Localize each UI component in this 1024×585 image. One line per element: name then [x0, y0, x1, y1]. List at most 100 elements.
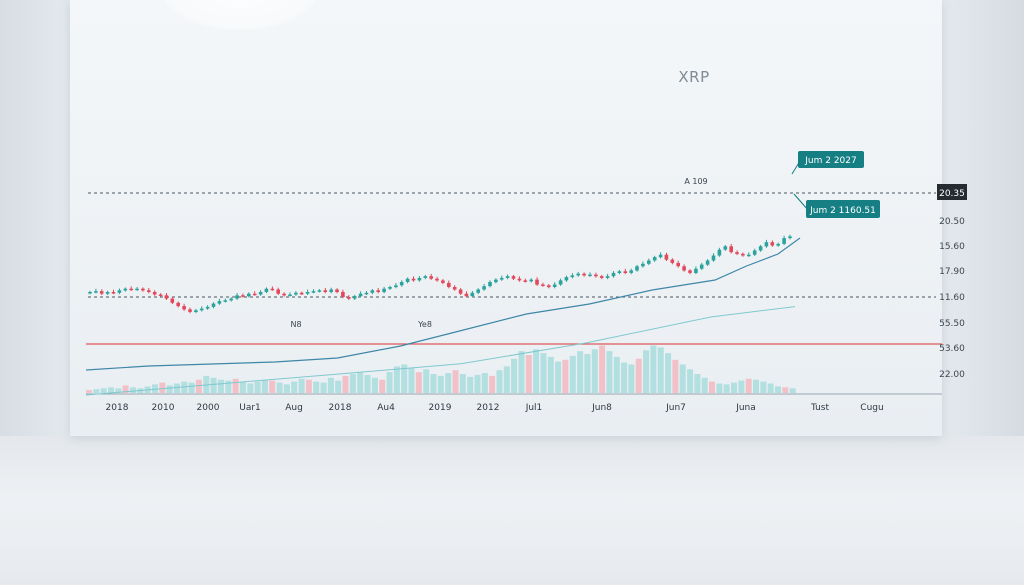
candle-body: [711, 255, 716, 261]
candle-body: [111, 292, 116, 294]
volume-bar: [261, 379, 268, 393]
volume-bar: [166, 385, 173, 393]
volume-bar: [188, 382, 195, 393]
volume-bar: [247, 383, 254, 393]
volume-bar: [525, 355, 532, 393]
y-axis-ticks: 20.35 20.50 15.60 17.90 11.60 55.50 53.6…: [937, 184, 967, 380]
y-tick-label: 15.60: [939, 242, 965, 252]
candle-body: [605, 276, 610, 278]
volume-bar: [122, 385, 129, 393]
candle-body: [329, 289, 333, 292]
volume-bar: [210, 377, 217, 393]
candle-body: [305, 292, 310, 294]
volume-bar: [452, 370, 459, 393]
volume-bar: [709, 381, 715, 393]
volume-bar: [437, 375, 444, 393]
candle-body: [635, 266, 639, 271]
x-tick-label: 2010: [152, 403, 175, 413]
candle-body: [158, 294, 163, 296]
candle-body: [741, 253, 745, 256]
candle-body: [529, 279, 533, 282]
candle-body: [535, 279, 539, 285]
volume-bar: [635, 358, 642, 393]
indicator-lines: [85, 237, 801, 396]
candle-body: [488, 282, 492, 287]
volume-bar: [174, 383, 180, 393]
candle-body: [417, 277, 422, 281]
candle-body: [264, 288, 269, 292]
candle-body: [376, 290, 380, 292]
volume-bar: [203, 375, 210, 393]
volume-bar: [313, 381, 320, 393]
candle-body: [135, 288, 139, 291]
candle-body: [688, 270, 692, 273]
x-tick-label: Tust: [810, 403, 830, 413]
y-tick-label: 55.50: [939, 319, 965, 329]
x-axis-ticks: 2018 2010 2000 Uar1 Aug 2018 Au4 2019 20…: [106, 403, 884, 413]
volume-bar: [408, 368, 415, 393]
volume-bar: [540, 353, 547, 393]
candle-body: [317, 290, 322, 292]
x-tick-label: 2019: [429, 403, 452, 413]
volume-bar: [335, 380, 342, 393]
annotation-label: N8: [290, 320, 301, 329]
candle-body: [611, 272, 616, 277]
candle-body: [199, 308, 204, 311]
candle-body: [335, 289, 339, 292]
candle-body: [323, 290, 328, 292]
volume-bar: [393, 366, 400, 393]
candle-body: [788, 236, 792, 239]
volume-bar: [159, 382, 166, 393]
candle-body: [617, 271, 622, 273]
candle-body: [276, 289, 280, 294]
candle-body: [676, 262, 680, 267]
candle-body: [558, 280, 563, 285]
candle-body: [629, 270, 633, 273]
volume-bar: [305, 379, 312, 393]
candle-body: [541, 284, 545, 286]
volume-bar: [225, 380, 232, 393]
candle-body: [123, 288, 128, 291]
candle-body: [694, 268, 698, 273]
volume-bar: [591, 349, 598, 393]
candle-body: [247, 293, 251, 297]
candle-body: [441, 280, 445, 283]
volume-bar: [738, 380, 745, 393]
candle-body: [664, 254, 669, 260]
volume-bar: [555, 361, 562, 393]
volume-bar: [430, 374, 437, 393]
candle-body: [270, 288, 275, 291]
candle-body: [452, 287, 457, 290]
volume-bar: [364, 374, 371, 393]
candle-body: [641, 263, 645, 267]
candle-body: [729, 246, 733, 253]
candle-body: [582, 273, 586, 276]
candle-body: [364, 292, 369, 295]
volume-bar: [606, 351, 613, 393]
background-wall-left: [0, 0, 80, 436]
candle-body: [499, 277, 504, 280]
candle-body: [311, 291, 316, 293]
chart-title: XRP: [678, 68, 709, 86]
volume-bar: [745, 378, 752, 394]
candle-body: [717, 249, 722, 256]
volume-bar: [723, 384, 730, 393]
candle-body: [399, 282, 404, 286]
candle-body: [429, 276, 433, 279]
y-tick-label: 20.35: [939, 189, 965, 199]
volume-bar: [628, 364, 635, 393]
candle-body: [752, 250, 757, 255]
volume-bar: [489, 375, 496, 393]
x-tick-label: Jun7: [665, 403, 686, 413]
candle-body: [182, 306, 186, 310]
volume-bar: [672, 359, 679, 394]
y-tick-highlight: [937, 184, 967, 200]
volume-bar: [679, 364, 686, 393]
candle-body: [129, 288, 133, 291]
candle-body: [576, 273, 580, 276]
candle-body: [217, 301, 222, 304]
candle-body: [141, 288, 145, 291]
volume-bar: [760, 381, 767, 393]
candle-body: [105, 292, 110, 294]
